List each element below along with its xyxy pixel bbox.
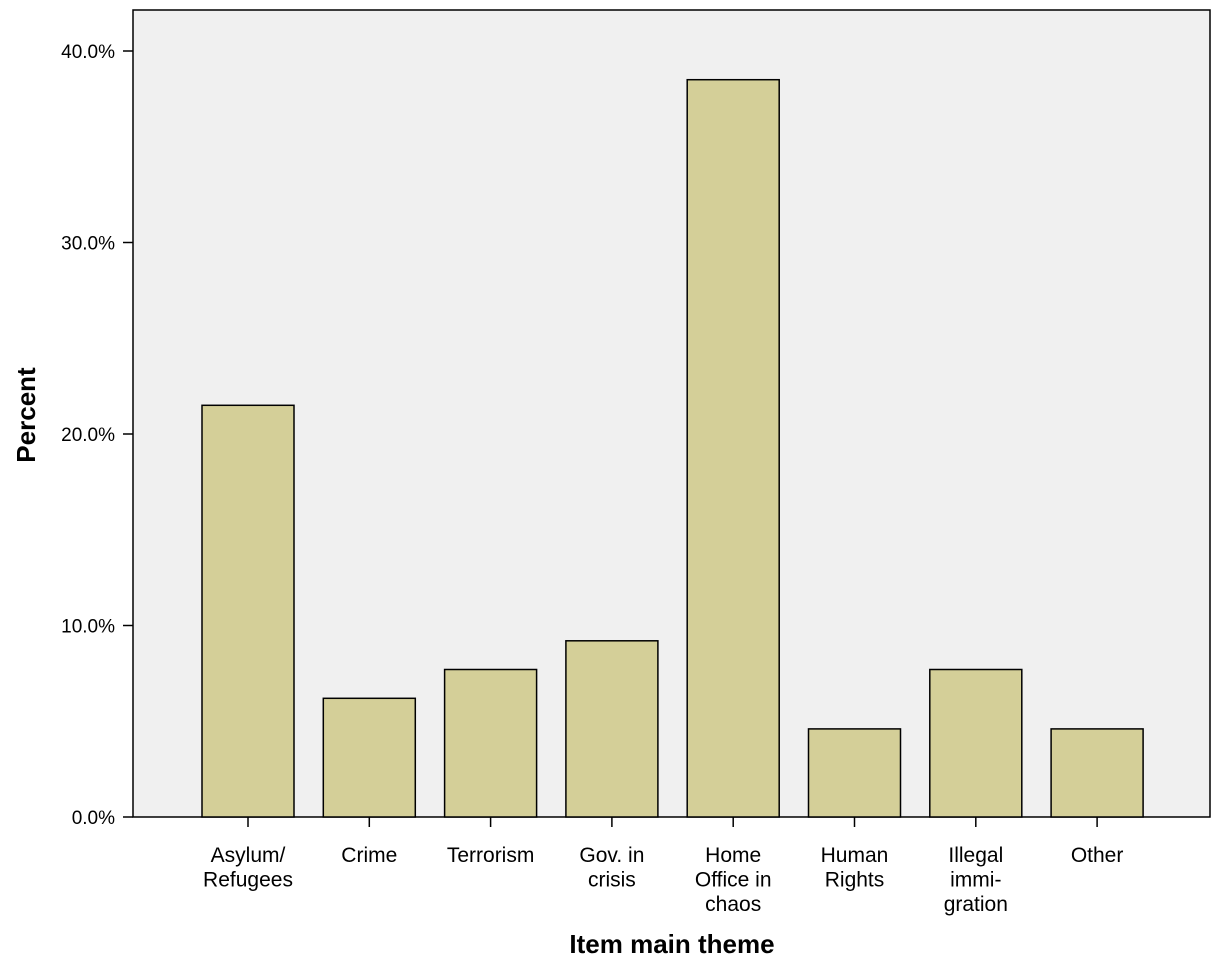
x-tick-label-line: chaos	[705, 893, 761, 916]
bars-group	[201, 78, 1144, 818]
bar-1	[322, 697, 417, 818]
x-tick-label-line: Terrorism	[447, 844, 535, 867]
x-tick-label-line: Refugees	[203, 869, 293, 892]
bar-7	[1050, 728, 1144, 818]
y-tick-label-2: 20.0%	[61, 425, 115, 446]
x-tick-label-4: Home Office in chaos	[695, 844, 772, 916]
bar-2	[443, 668, 538, 818]
x-tick-label-line: Illegal	[948, 844, 1003, 867]
x-tick-label-0: Asylum/Refugees	[203, 844, 293, 892]
y-tick-label-0: 0.0%	[72, 808, 115, 829]
x-tick-label-line: Rights	[825, 869, 885, 892]
y-tick-label-3: 30.0%	[61, 234, 115, 255]
x-tick-label-line: gration	[944, 893, 1008, 916]
y-axis-title: Percent	[11, 367, 41, 463]
x-tick-label-line: Other	[1071, 844, 1124, 867]
bar-3	[565, 640, 659, 818]
x-tick-label-line: Crime	[341, 844, 397, 867]
bar-0	[201, 404, 295, 818]
x-tick-label-line: Office in	[695, 869, 772, 892]
bar-6	[929, 668, 1023, 818]
x-tick-label-line: crisis	[588, 869, 636, 892]
x-axis-title: Item main theme	[569, 929, 774, 958]
x-tick-label-line: Human	[821, 844, 889, 867]
x-tick-label-7: Other	[1071, 844, 1124, 867]
x-tick-label-line: immi-	[950, 869, 1001, 892]
bar-5	[807, 728, 902, 818]
y-tick-label-4: 40.0%	[61, 42, 115, 63]
x-tick-label-6: Illegal immi-gration	[944, 844, 1008, 916]
x-tick-label-1: Crime	[341, 844, 397, 867]
plot-area	[132, 9, 1211, 818]
y-tick-label-1: 10.0%	[61, 617, 115, 638]
x-tick-label-5: Human Rights	[821, 844, 889, 892]
y-axis: 0.0% 10.0% 20.0% 30.0% 40.0%	[61, 42, 133, 829]
x-tick-label-line: Gov. in	[579, 844, 644, 867]
x-axis: Asylum/Refugees Crime Terrorism Gov. in cris…	[203, 817, 1123, 916]
x-tick-label-line: Home	[705, 844, 761, 867]
x-tick-label-2: Terrorism	[447, 844, 535, 867]
x-tick-label-3: Gov. in crisis	[579, 844, 644, 892]
x-tick-label-line: Asylum/	[211, 844, 286, 867]
bar-4	[686, 78, 780, 818]
